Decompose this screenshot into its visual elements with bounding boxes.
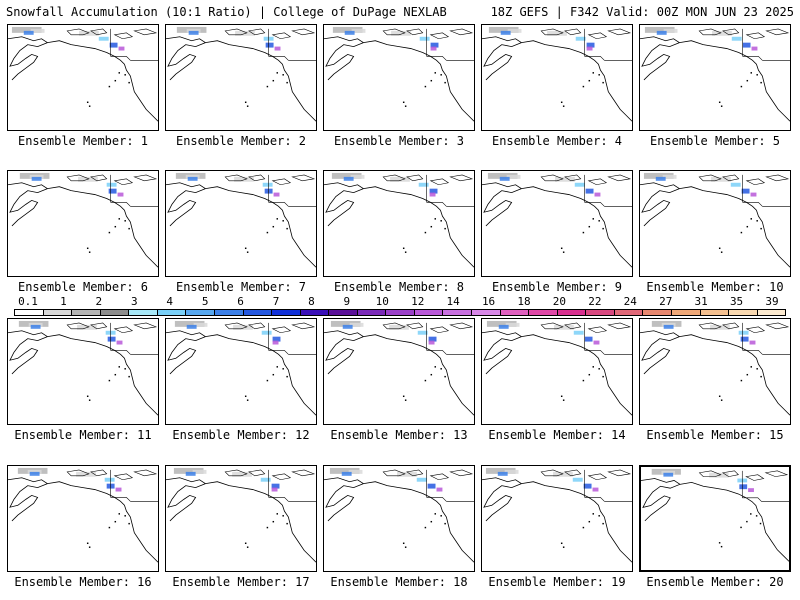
legend-tick-label: 6 — [237, 295, 244, 308]
ensemble-member-label: Ensemble Member: 7 — [175, 280, 307, 294]
ensemble-member-label: Ensemble Member: 4 — [491, 134, 623, 148]
legend-swatch — [557, 310, 587, 315]
ensemble-member-map — [323, 465, 475, 572]
ensemble-member-label: Ensemble Member: 18 — [330, 575, 468, 589]
legend-tick-label: 3 — [130, 295, 138, 308]
ensemble-member-map — [7, 465, 159, 572]
legend-swatch — [272, 310, 301, 315]
legend-swatch — [472, 310, 501, 315]
legend-tick-label: 14 — [446, 295, 460, 308]
legend-tick-label: 10 — [375, 295, 389, 308]
legend-tick-label: 31 — [694, 295, 708, 308]
ensemble-member-map — [639, 170, 791, 277]
legend-tick-label: 39 — [765, 295, 779, 308]
legend-tick-label: 20 — [552, 295, 567, 308]
legend-tick-label: 18 — [517, 295, 531, 308]
ensemble-member-map — [639, 465, 791, 572]
legend-tick-label: 24 — [623, 295, 637, 308]
ensemble-member-label: Ensemble Member: 20 — [646, 575, 784, 589]
ensemble-member-map — [323, 318, 475, 425]
run-info: 18Z GEFS | F342 Valid: 00Z MON JUN 23 20… — [490, 5, 794, 19]
legend-tick-label: 1 — [60, 295, 67, 308]
ensemble-member-map — [7, 24, 159, 131]
ensemble-member-label: Ensemble Member: 16 — [14, 575, 152, 589]
legend-swatch — [700, 310, 730, 315]
legend-tick-label: 2 — [95, 295, 103, 308]
legend-swatch — [500, 310, 530, 315]
ensemble-member-map — [481, 24, 633, 131]
legend-swatch — [186, 310, 215, 315]
ensemble-member-map — [7, 318, 159, 425]
legend-tick-label: 16 — [481, 295, 496, 308]
legend-swatch — [329, 310, 358, 315]
ensemble-member-label: Ensemble Member: 11 — [14, 428, 152, 442]
map-title: Snowfall Accumulation (10:1 Ratio) | Col… — [6, 5, 447, 19]
ensemble-member-label: Ensemble Member: 15 — [646, 428, 784, 442]
legend-tick-label: 22 — [588, 295, 602, 308]
legend-swatch — [15, 310, 44, 315]
legend-swatch — [386, 310, 415, 315]
ensemble-member-label: Ensemble Member: 6 — [17, 280, 149, 294]
ensemble-member-map — [165, 465, 317, 572]
ensemble-member-map — [323, 24, 475, 131]
legend-swatch — [729, 310, 758, 315]
ensemble-member-label: Ensemble Member: 13 — [330, 428, 468, 442]
legend-swatch — [243, 310, 273, 315]
legend-tick-label: 7 — [272, 295, 280, 308]
ensemble-member-map — [165, 24, 317, 131]
ensemble-member-label: Ensemble Member: 10 — [646, 280, 784, 294]
legend-swatch — [529, 310, 558, 315]
legend-tick-label: 5 — [201, 295, 209, 308]
ensemble-member-map — [639, 318, 791, 425]
legend-swatch — [357, 310, 387, 315]
ensemble-member-label: Ensemble Member: 19 — [488, 575, 626, 589]
ensemble-member-map — [481, 465, 633, 572]
legend-swatch — [72, 310, 101, 315]
ensemble-member-map — [323, 170, 475, 277]
legend-swatch — [129, 310, 158, 315]
legend-swatch — [443, 310, 472, 315]
ensemble-member-map — [165, 170, 317, 277]
legend-tick-label: 8 — [308, 295, 315, 308]
legend-swatch — [414, 310, 444, 315]
ensemble-member-map — [481, 170, 633, 277]
legend-swatch — [100, 310, 130, 315]
legend-swatch — [300, 310, 330, 315]
legend-tick-label: 27 — [659, 295, 673, 308]
legend-swatch — [643, 310, 672, 315]
ensemble-member-label: Ensemble Member: 12 — [172, 428, 310, 442]
legend-tick-label: 4 — [166, 295, 174, 308]
legend-swatch — [157, 310, 187, 315]
legend-swatch — [586, 310, 615, 315]
ensemble-member-label: Ensemble Member: 9 — [491, 280, 623, 294]
ensemble-member-label: Ensemble Member: 14 — [488, 428, 626, 442]
legend-swatch — [214, 310, 244, 315]
ensemble-member-map — [165, 318, 317, 425]
ensemble-member-map — [7, 170, 159, 277]
legend-swatch — [671, 310, 701, 315]
legend-tick-label: 12 — [411, 295, 425, 308]
ensemble-member-label: Ensemble Member: 5 — [649, 134, 781, 148]
ensemble-member-label: Ensemble Member: 3 — [333, 134, 465, 148]
legend-swatch — [757, 310, 786, 315]
ensemble-member-label: Ensemble Member: 2 — [175, 134, 307, 148]
legend-swatch — [43, 310, 73, 315]
legend-tick-label: 9 — [343, 295, 351, 308]
legend-tick-label: 0.1 — [18, 295, 38, 308]
legend-tick-label: 35 — [729, 295, 744, 308]
ensemble-member-map — [481, 318, 633, 425]
ensemble-member-label: Ensemble Member: 8 — [333, 280, 465, 294]
legend-swatch — [614, 310, 644, 315]
ensemble-member-label: Ensemble Member: 17 — [172, 575, 310, 589]
ensemble-member-label: Ensemble Member: 1 — [17, 134, 149, 148]
snowfall-color-legend — [14, 309, 786, 316]
ensemble-member-map — [639, 24, 791, 131]
